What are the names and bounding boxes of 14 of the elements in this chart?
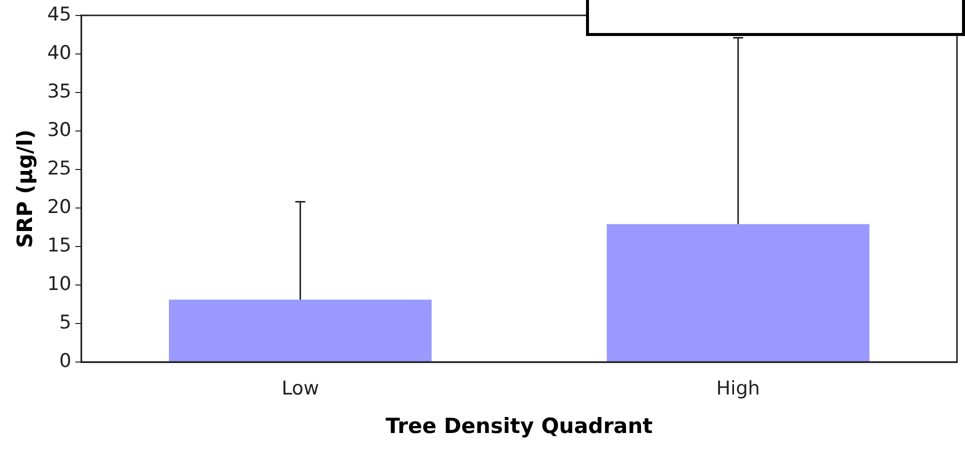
y-tick-label: 15 [47, 234, 72, 256]
y-tick-label: 30 [47, 118, 72, 141]
x-tick-label: High [716, 377, 760, 400]
y-tick-label: 20 [47, 196, 72, 218]
x-axis-title: Tree Density Quadrant [386, 414, 653, 438]
y-tick-label: 25 [47, 157, 72, 180]
y-tick-label: 5 [59, 311, 72, 334]
y-tick-label: 10 [47, 272, 72, 295]
y-tick-label: 45 [47, 3, 72, 26]
y-tick-label: 35 [47, 80, 72, 102]
y-tick-label: 40 [47, 42, 72, 64]
y-axis-title: SRP (µg/l) [13, 129, 38, 248]
y-tick-label: 0 [59, 350, 72, 372]
x-tick-label: Low [282, 377, 319, 400]
